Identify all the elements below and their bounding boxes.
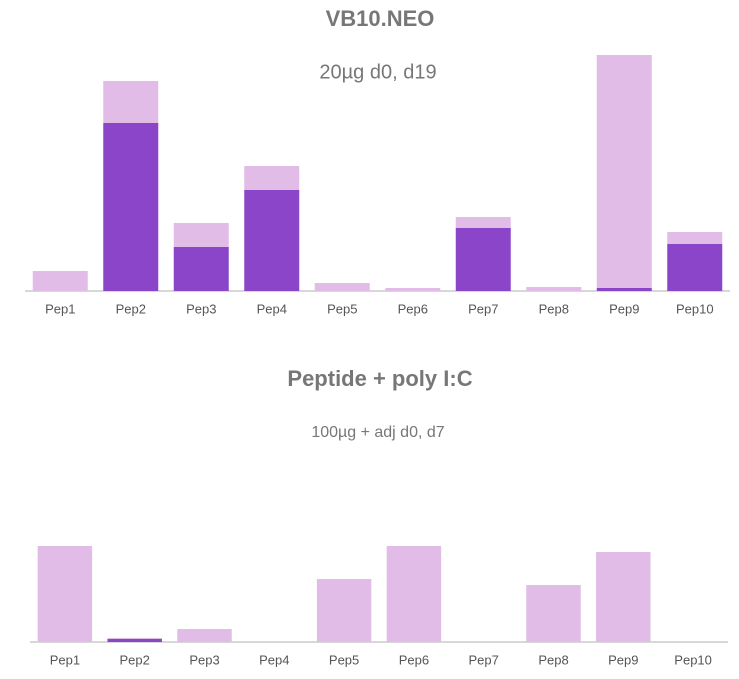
bar	[596, 552, 651, 642]
chart-title: Peptide + poly I:C	[287, 366, 472, 391]
x-tick-label: Pep9	[608, 652, 638, 667]
x-tick-label: Pep10	[676, 301, 714, 316]
x-tick-label: Pep8	[538, 652, 568, 667]
bar	[455, 217, 511, 228]
bar	[244, 166, 300, 190]
bar	[526, 585, 581, 642]
bar	[667, 244, 723, 291]
x-tick-label: Pep7	[469, 652, 499, 667]
chart-subtitle: 20µg d0, d19	[319, 61, 436, 83]
x-tick-label: Pep3	[186, 301, 216, 316]
x-tick-label: Pep1	[45, 301, 75, 316]
bar	[177, 629, 232, 642]
bar	[667, 232, 723, 244]
bar	[173, 247, 229, 291]
bar	[455, 228, 511, 291]
x-tick-label: Pep2	[116, 301, 146, 316]
bar	[596, 55, 652, 288]
bar	[314, 283, 370, 291]
bar	[385, 288, 441, 291]
x-tick-label: Pep6	[399, 652, 429, 667]
chart-title: VB10.NEO	[326, 6, 435, 31]
x-tick-label: Pep9	[609, 301, 639, 316]
x-tick-label: Pep4	[259, 652, 289, 667]
x-tick-label: Pep6	[398, 301, 428, 316]
x-tick-label: Pep5	[329, 652, 359, 667]
bar	[37, 546, 93, 642]
x-tick-label: Pep8	[539, 301, 569, 316]
bar	[32, 271, 88, 291]
bar	[526, 287, 582, 291]
bar	[173, 223, 229, 247]
bar	[107, 639, 162, 642]
x-tick-label: Pep10	[674, 652, 712, 667]
chart-subtitle: 100µg + adj d0, d7	[311, 424, 444, 441]
x-tick-label: Pep1	[50, 652, 80, 667]
x-tick-label: Pep4	[257, 301, 287, 316]
x-tick-label: Pep5	[327, 301, 357, 316]
x-tick-label: Pep2	[120, 652, 150, 667]
bar	[386, 546, 442, 642]
x-tick-label: Pep7	[468, 301, 498, 316]
bar	[103, 81, 159, 123]
bar	[107, 638, 162, 639]
bar	[596, 288, 652, 291]
x-tick-label: Pep3	[189, 652, 219, 667]
bar	[103, 123, 159, 291]
bar	[316, 579, 372, 642]
bar	[244, 190, 300, 291]
